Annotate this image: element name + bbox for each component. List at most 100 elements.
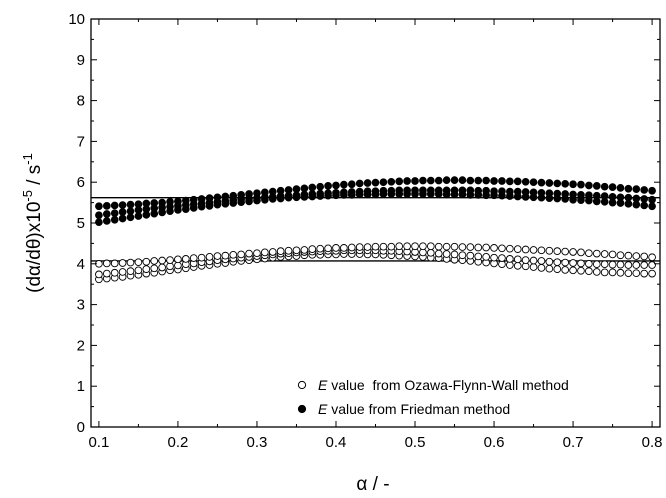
ozawa-point-s0 [513, 261, 522, 270]
ozawa-point-s2 [110, 259, 119, 268]
y-axis-label-unit-exponent: -1 [20, 153, 35, 165]
ozawa-point-s2 [355, 243, 364, 251]
friedman-point-s5 [166, 197, 174, 206]
friedman-point-s5 [577, 180, 585, 189]
ozawa-point-s2 [174, 255, 182, 264]
ozawa-point-s0 [529, 263, 538, 271]
friedman-point-s4 [505, 187, 514, 196]
ozawa-point-s2 [624, 251, 633, 260]
ozawa-point-s2 [142, 257, 151, 266]
ozawa-point-s2 [387, 242, 396, 251]
x-axis-ticks: 0.1 0.2 0.3 0.4 0.5 0.6 0.7 0.8 [88, 19, 663, 451]
ozawa-point-s1 [458, 251, 467, 260]
ozawa-point-s2 [505, 244, 514, 253]
x-axis-label: α / - [356, 474, 389, 495]
friedman-point-s4 [648, 195, 656, 204]
friedman-point-s5 [371, 178, 380, 187]
ozawa-point-s1 [616, 260, 625, 269]
legend-label-friedman: E value from Friedman method [318, 401, 510, 417]
ozawa-point-s0 [561, 266, 570, 274]
ozawa-point-s1 [521, 256, 530, 264]
friedman-point-s4 [387, 186, 396, 195]
ozawa-point-s1 [600, 260, 609, 269]
friedman-point-s5 [95, 202, 103, 211]
ozawa-point-s1 [569, 259, 577, 267]
ozawa-point-s2 [442, 242, 451, 251]
ozawa-point-s2 [648, 253, 656, 262]
ozawa-point-s2 [537, 246, 546, 255]
ozawa-point-s2 [340, 244, 348, 252]
friedman-point-s4 [118, 208, 127, 216]
friedman-point-s4 [403, 186, 411, 195]
ozawa-point-s2 [166, 256, 174, 264]
ozawa-point-s2 [585, 249, 593, 258]
friedman-point-s4 [419, 186, 427, 195]
friedman-point-s5 [403, 177, 411, 185]
ozawa-point-s2 [300, 246, 309, 254]
ozawa-point-s2 [371, 242, 380, 251]
friedman-point-s5 [261, 188, 269, 197]
friedman-point-s3 [95, 218, 103, 227]
friedman-point-s4 [569, 190, 577, 199]
friedman-point-s5 [592, 182, 601, 190]
friedman-point-s4 [640, 195, 649, 203]
friedman-point-s5 [426, 176, 435, 185]
friedman-point-s4 [553, 189, 562, 198]
friedman-point-s4 [426, 186, 435, 195]
ozawa-point-s2 [561, 247, 570, 256]
ozawa-point-s2 [292, 246, 301, 255]
ozawa-point-s2 [490, 244, 498, 252]
ozawa-point-s2 [411, 242, 419, 251]
ozawa-point-s2 [261, 248, 269, 257]
friedman-point-s5 [150, 199, 159, 207]
friedman-point-s5 [340, 180, 348, 189]
friedman-point-s5 [253, 189, 261, 198]
ozawa-point-s2 [426, 242, 435, 251]
y-axis-label-unit: / s [24, 165, 45, 190]
friedman-point-s4 [340, 188, 348, 197]
friedman-point-s5 [126, 200, 135, 209]
friedman-point-s5 [197, 195, 206, 203]
friedman-point-s5 [205, 194, 214, 202]
friedman-point-s5 [513, 177, 522, 186]
ozawa-point-s2 [284, 246, 293, 255]
friedman-point-s4 [585, 191, 593, 200]
friedman-point-s4 [513, 187, 522, 196]
friedman-point-s5 [292, 185, 301, 193]
friedman-point-s4 [316, 189, 325, 198]
ozawa-point-s1 [134, 266, 143, 275]
legend-label-ozawa-text: value from Ozawa-Flynn-Wall method [327, 377, 568, 393]
friedman-point-s4 [537, 188, 546, 197]
friedman-point-s5 [624, 184, 633, 193]
friedman-point-s4 [411, 186, 419, 195]
friedman-point-s5 [561, 179, 570, 188]
ozawa-point-s2 [229, 250, 238, 259]
friedman-point-s4 [379, 186, 388, 195]
friedman-point-s4 [442, 186, 451, 195]
friedman-point-s4 [608, 193, 617, 201]
friedman-point-s4 [308, 190, 317, 198]
ozawa-point-s2 [616, 251, 625, 260]
friedman-point-s5 [616, 184, 625, 192]
friedman-point-s5 [632, 185, 641, 193]
friedman-point-s5 [332, 181, 340, 190]
friedman-point-s5 [569, 180, 577, 189]
ozawa-point-s0 [608, 268, 617, 277]
plot-frame [90, 18, 661, 428]
friedman-point-s4 [545, 189, 554, 198]
y-tick-label: 9 [77, 52, 85, 69]
friedman-point-s4 [600, 192, 609, 200]
ozawa-point-s2 [347, 243, 356, 252]
friedman-point-s5 [600, 182, 609, 191]
friedman-point-s4 [592, 191, 601, 200]
friedman-point-s4 [561, 190, 570, 198]
friedman-point-s3 [648, 202, 656, 211]
ozawa-point-s2 [150, 257, 159, 265]
friedman-point-s4 [347, 188, 356, 196]
friedman-point-s3 [102, 217, 111, 225]
ozawa-point-s1 [545, 257, 554, 266]
friedman-point-s5 [245, 190, 253, 198]
friedman-point-s5 [640, 186, 649, 194]
x-tick-label: 0.3 [247, 434, 268, 451]
friedman-point-s5 [458, 176, 467, 185]
